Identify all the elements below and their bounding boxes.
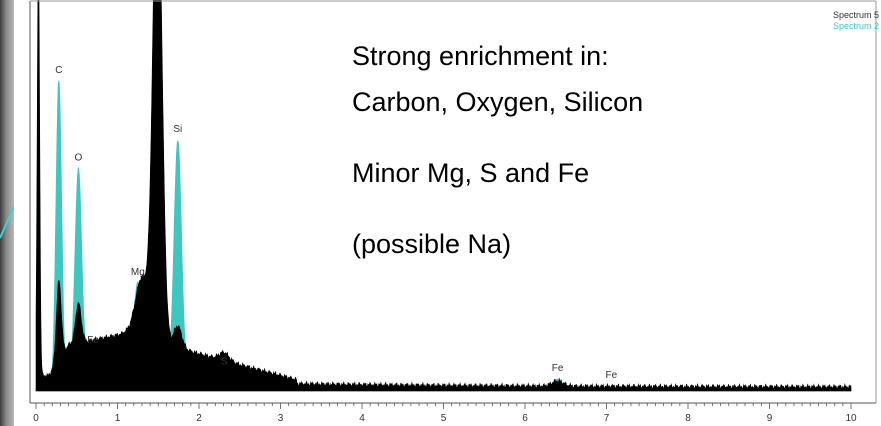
peak-label-fe: Fe	[606, 370, 618, 381]
spectrum-5-area	[35, 0, 852, 392]
peak-label-si: Si	[173, 124, 182, 135]
x-tick-label: 9	[767, 413, 773, 424]
spectrum-5-trace	[35, 0, 852, 392]
peak-label-mg: Mg	[131, 267, 145, 278]
peak-label-fe: Fe	[552, 363, 564, 374]
peak-label-s: S	[221, 356, 228, 367]
x-tick-label: 10	[845, 413, 857, 424]
peak-label-o: O	[74, 152, 82, 163]
annotation-line-3: Minor Mg, S and Fe	[352, 158, 590, 188]
spectrum-chart: 0 1 2 3 4 5 6 7 8 9 10 C O Fe Mg Si S Fe Fe	[29, 0, 877, 424]
slide-left-strip	[0, 0, 14, 426]
annotation-line-2: Carbon, Oxygen, Silicon	[352, 87, 644, 117]
x-tick-label: 4	[359, 413, 365, 424]
legend-spectrum-5: Spectrum 5	[832, 10, 879, 20]
x-tick-label: 3	[278, 413, 284, 424]
annotation-line-1: Strong enrichment in:	[352, 41, 609, 71]
x-tick-label: 7	[604, 413, 610, 424]
x-tick-label: 0	[33, 413, 39, 424]
spectrum-panel: 0 1 2 3 4 5 6 7 8 9 10 C O Fe Mg Si S Fe Fe Spectrum 5 Sp…	[14, 0, 881, 426]
legend-spectrum-2: Spectrum 2	[832, 21, 879, 31]
annotation-line-4: (possible Na)	[352, 229, 512, 259]
x-tick-label: 6	[522, 413, 528, 424]
peak-label-fe: Fe	[87, 335, 99, 346]
x-tick-label: 2	[196, 413, 202, 424]
x-tick-label: 1	[115, 413, 121, 424]
x-tick-label: 5	[441, 413, 447, 424]
peak-label-c: C	[55, 65, 62, 76]
x-tick-label: 8	[685, 413, 691, 424]
x-axis: 0 1 2 3 4 5 6 7 8 9 10	[29, 0, 877, 424]
peak-labels: C O Fe Mg Si S Fe Fe	[55, 65, 617, 381]
